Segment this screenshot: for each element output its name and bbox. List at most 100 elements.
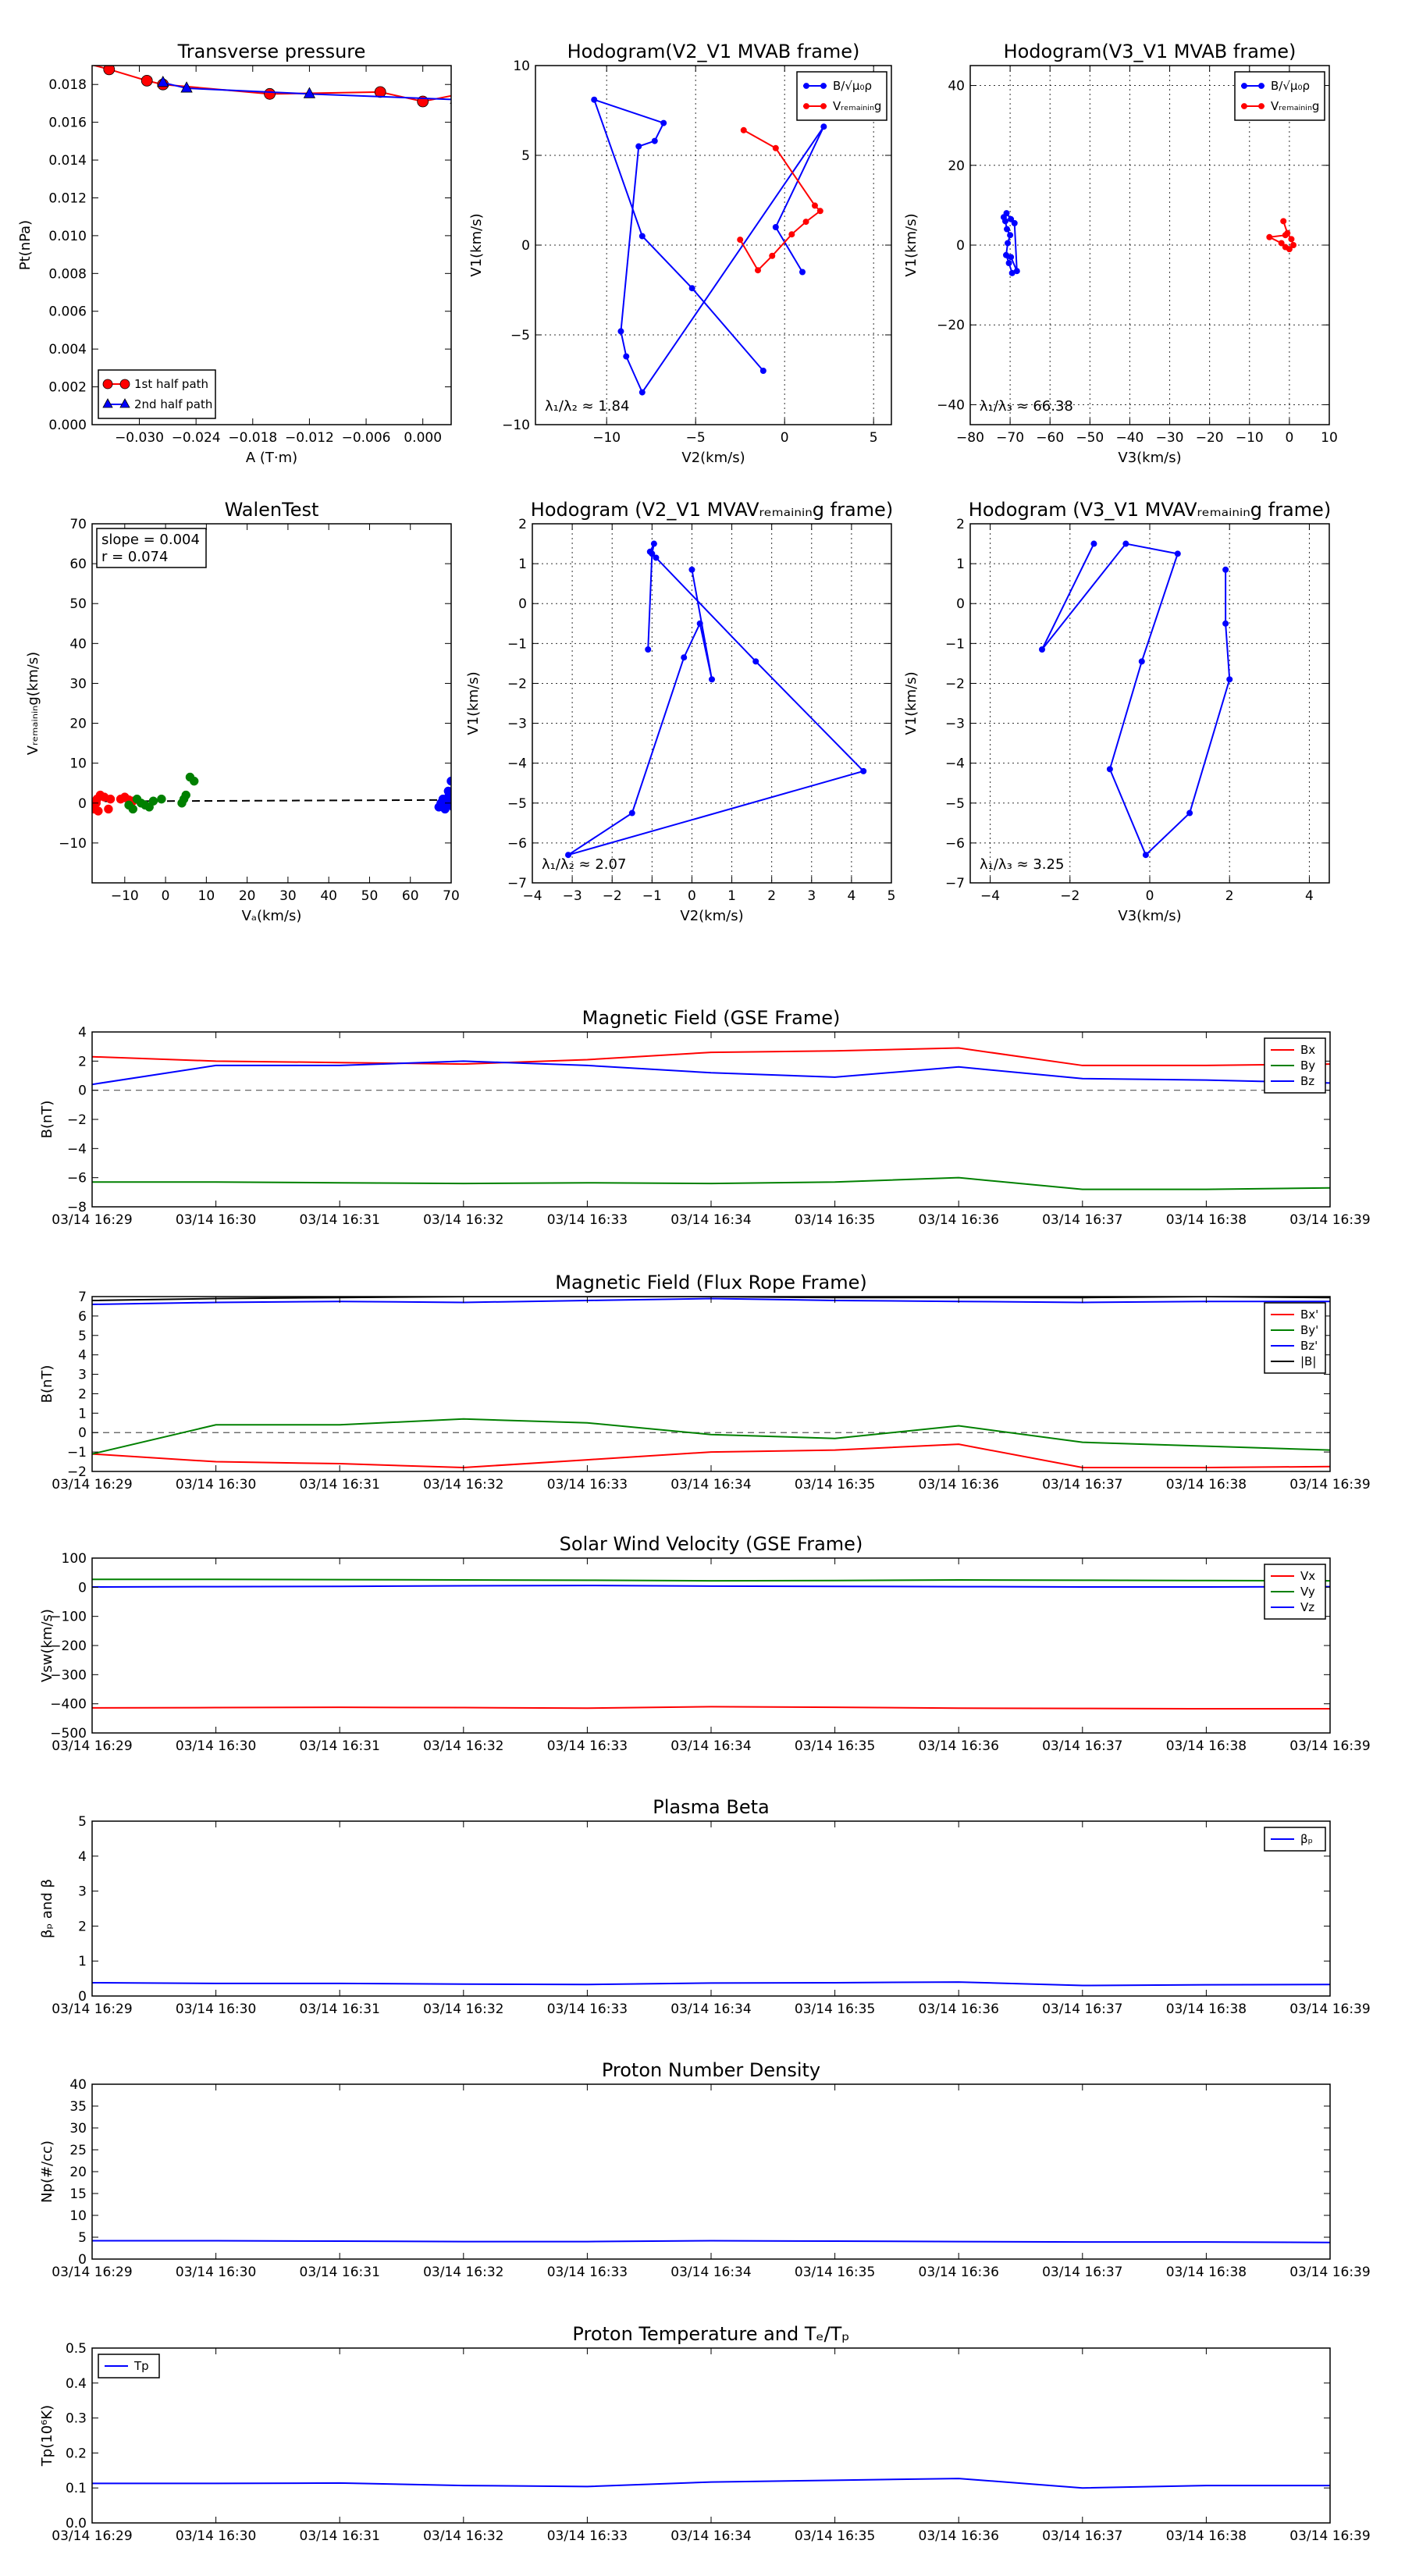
y-tick-label: −5: [945, 796, 965, 812]
x-tick-label: 03/14 16:39: [1289, 1212, 1370, 1228]
y-tick-label: 40: [948, 79, 965, 94]
y-tick-label: 0.3: [66, 2411, 87, 2427]
series-b-: [591, 96, 827, 396]
y-tick-label: 6: [78, 1309, 87, 1325]
data-point: [681, 654, 688, 661]
y-tick-label: 2: [956, 517, 965, 532]
data-point: [638, 233, 646, 240]
x-tick-label: 03/14 16:29: [52, 1212, 132, 1228]
x-tick-label: −30: [1156, 430, 1184, 446]
series-line: [92, 1443, 1330, 1469]
x-tick-label: 03/14 16:36: [919, 1212, 999, 1228]
legend-label: 1st half path: [134, 377, 208, 391]
legend-marker: [1258, 83, 1264, 89]
x-tick-label: 03/14 16:33: [547, 2528, 628, 2544]
data-point: [180, 81, 193, 93]
x-tick-label: −5: [686, 430, 706, 446]
data-point: [651, 137, 658, 144]
x-tick-label: 03/14 16:38: [1166, 2001, 1247, 2017]
chart-hodo3: −4 −3 −2 −1 0 1 2 3 4 5 −7 −6 −5 −4 −3 −2 −1 0 1 2 Hodogram …: [465, 499, 895, 924]
series-vx: [92, 1706, 1330, 1710]
data-point: [1186, 809, 1193, 817]
data-point: [646, 548, 653, 555]
data-point: [1226, 676, 1233, 683]
chart-title: Hodogram (V3_V1 MVAVᵣₑₘₐᵢₙᵢₙg frame): [969, 499, 1331, 521]
y-tick-label: −2: [67, 1464, 87, 1480]
x-tick-label: 03/14 16:35: [795, 1738, 875, 1754]
x-tick-label: 03/14 16:34: [670, 1738, 751, 1754]
y-tick-label: −2: [945, 676, 965, 692]
x-tick-label: 03/14 16:32: [423, 2001, 503, 2017]
x-axis-label: V2(km/s): [680, 908, 743, 924]
series-2nd-half-path: [157, 75, 451, 104]
x-tick-label: −10: [1236, 430, 1264, 446]
x-tick-label: 03/14 16:34: [670, 2001, 751, 2017]
y-tick-label: −5: [510, 328, 530, 343]
y-tick-label: −1: [945, 636, 965, 652]
y-axis-label: V1(km/s): [468, 213, 485, 276]
y-tick-label: 0: [78, 1083, 87, 1099]
data-point: [1280, 218, 1287, 225]
x-tick-label: 03/14 16:37: [1042, 2528, 1122, 2544]
x-tick-label: 03/14 16:31: [300, 2528, 380, 2544]
y-tick-label: 30: [69, 2121, 87, 2137]
y-tick-label: 0.5: [66, 2341, 87, 2357]
y-tick-label: −8: [67, 1200, 87, 1215]
x-tick-label: −20: [1196, 430, 1224, 446]
data-point: [1007, 232, 1014, 239]
series-line: [92, 1578, 1330, 1582]
series-line: [92, 1981, 1330, 1987]
legend-marker: [102, 379, 113, 390]
data-point: [128, 804, 138, 814]
x-tick-label: 03/14 16:33: [547, 2265, 628, 2280]
x-tick-label: 03/14 16:38: [1166, 1477, 1247, 1493]
data-point: [443, 786, 451, 796]
chart-hodo4: −4 −2 0 2 4 −7 −6 −5 −4 −3 −2 −1 0 1 2 Hodogram (V3_V1 …: [903, 499, 1331, 924]
data-point: [1005, 260, 1012, 266]
chart-hodo1: −10 −5 0 5 −10 −5 0 5 10 Hodogram(V2_V1 MVAB fram…: [468, 41, 892, 466]
data-point: [374, 86, 386, 98]
x-tick-label: −1: [642, 888, 662, 904]
data-point: [1011, 219, 1018, 226]
chart-tp_temp: 03/14 16:29 03/14 16:30 03/14 16:31 03/14 1…: [39, 2323, 1371, 2544]
y-tick-label: 15: [69, 2186, 87, 2202]
data-point: [1138, 658, 1145, 665]
y-tick-label: 35: [69, 2099, 87, 2115]
x-tick-label: 03/14 16:37: [1042, 1738, 1122, 1754]
x-tick-label: −10: [592, 430, 621, 446]
y-tick-label: −400: [50, 1697, 87, 1713]
x-axis-label: V2(km/s): [681, 450, 745, 466]
legend-label: Vx: [1300, 1569, 1315, 1583]
legend-marker: [1241, 83, 1247, 89]
data-point: [1003, 210, 1010, 217]
x-tick-label: −70: [996, 430, 1024, 446]
y-tick-label: 2: [518, 517, 527, 532]
y-tick-label: 0.012: [48, 190, 87, 206]
y-tick-label: 0: [78, 1425, 87, 1441]
data-point: [181, 790, 190, 800]
axes-frame: [91, 523, 452, 884]
y-tick-label: −6: [507, 836, 527, 852]
x-tick-label: 30: [279, 888, 297, 904]
data-point: [772, 144, 779, 151]
chart-title: Proton Temperature and Tₑ/Tₚ: [572, 2323, 849, 2345]
series-s0: [565, 540, 867, 859]
data-point: [148, 796, 158, 806]
legend-label: Bx': [1300, 1308, 1318, 1322]
data-point: [1106, 766, 1113, 773]
x-tick-label: −0.006: [342, 430, 391, 446]
axes-frame: [532, 523, 892, 884]
data-point: [811, 202, 818, 209]
y-tick-label: −100: [50, 1610, 87, 1625]
data-point: [264, 87, 276, 100]
series-line: [92, 1176, 1330, 1190]
data-point: [816, 208, 823, 215]
series-s0: [92, 790, 138, 816]
y-tick-label: 0.1: [66, 2481, 87, 2496]
x-tick-label: 0: [1285, 430, 1293, 446]
x-tick-label: −0.018: [228, 430, 277, 446]
y-tick-label: −7: [507, 876, 527, 891]
legend: 1st half path 2nd half path: [98, 369, 216, 419]
data-point: [1008, 254, 1015, 261]
